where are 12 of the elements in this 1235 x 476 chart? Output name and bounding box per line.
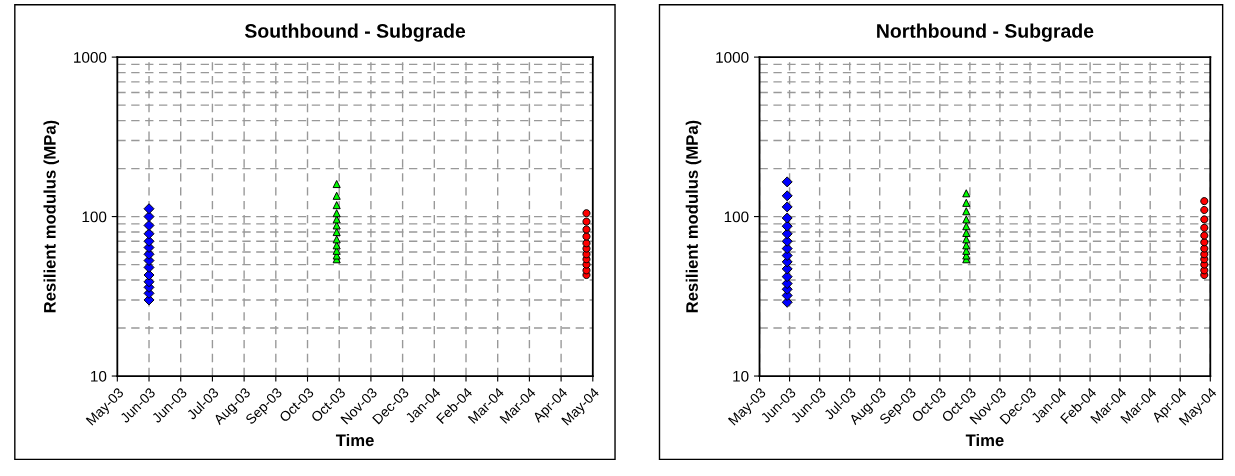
y-tick-label: 10	[733, 370, 749, 382]
chart-title: Southbound - Subgrade	[244, 23, 466, 42]
y-axis-title: Resilient modulus (MPa)	[685, 120, 702, 313]
y-tick-label: 100	[724, 211, 749, 223]
x-axis-title: Time	[965, 433, 1004, 447]
y-tick-label: 10	[91, 370, 107, 382]
y-tick-label: 1000	[716, 51, 749, 63]
x-axis-title: Time	[335, 433, 374, 447]
y-tick-label: 100	[82, 211, 107, 223]
y-axis-title: Resilient modulus (MPa)	[43, 120, 60, 313]
y-tick-label: 1000	[74, 51, 107, 63]
chart-title: Northbound - Subgrade	[877, 23, 1094, 42]
